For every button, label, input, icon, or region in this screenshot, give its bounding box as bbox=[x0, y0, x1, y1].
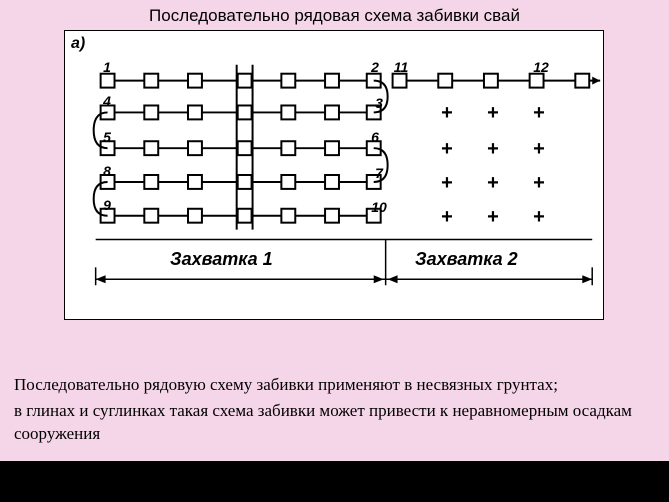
diagram-svg bbox=[65, 31, 603, 319]
plus-mark: + bbox=[487, 173, 499, 193]
panel-label: а) bbox=[71, 35, 85, 53]
plus-mark: + bbox=[441, 207, 453, 227]
node-label: 1 bbox=[103, 59, 111, 75]
node-label: 9 bbox=[103, 197, 111, 213]
node-label: 4 bbox=[103, 93, 111, 109]
diagram: а) Захватка 1 Захватка 2 ++++++++++++124… bbox=[64, 30, 604, 320]
plus-mark: + bbox=[533, 103, 545, 123]
plus-mark: + bbox=[533, 207, 545, 227]
node-label: 10 bbox=[371, 199, 387, 215]
slide-title: Последовательно рядовая схема забивки св… bbox=[0, 0, 669, 26]
caption-1: Последовательно рядовую схему забивки пр… bbox=[14, 374, 655, 397]
node-label: 6 bbox=[371, 129, 379, 145]
plus-mark: + bbox=[441, 139, 453, 159]
node-label: 5 bbox=[103, 129, 111, 145]
zahvatka-2-label: Захватка 2 bbox=[415, 249, 518, 270]
plus-mark: + bbox=[441, 173, 453, 193]
node-label: 2 bbox=[371, 59, 379, 75]
plus-mark: + bbox=[533, 139, 545, 159]
caption-2: в глинах и суглинках такая схема забивки… bbox=[14, 400, 655, 446]
node-label: 7 bbox=[375, 165, 383, 181]
node-label: 12 bbox=[533, 59, 549, 75]
zahvatka-1-label: Захватка 1 bbox=[170, 249, 273, 270]
node-label: 11 bbox=[394, 59, 409, 75]
plus-mark: + bbox=[487, 103, 499, 123]
plus-mark: + bbox=[441, 103, 453, 123]
plus-mark: + bbox=[487, 139, 499, 159]
node-label: 3 bbox=[375, 95, 383, 111]
slide: Последовательно рядовая схема забивки св… bbox=[0, 0, 669, 461]
plus-mark: + bbox=[533, 173, 545, 193]
plus-mark: + bbox=[487, 207, 499, 227]
node-label: 8 bbox=[103, 163, 111, 179]
